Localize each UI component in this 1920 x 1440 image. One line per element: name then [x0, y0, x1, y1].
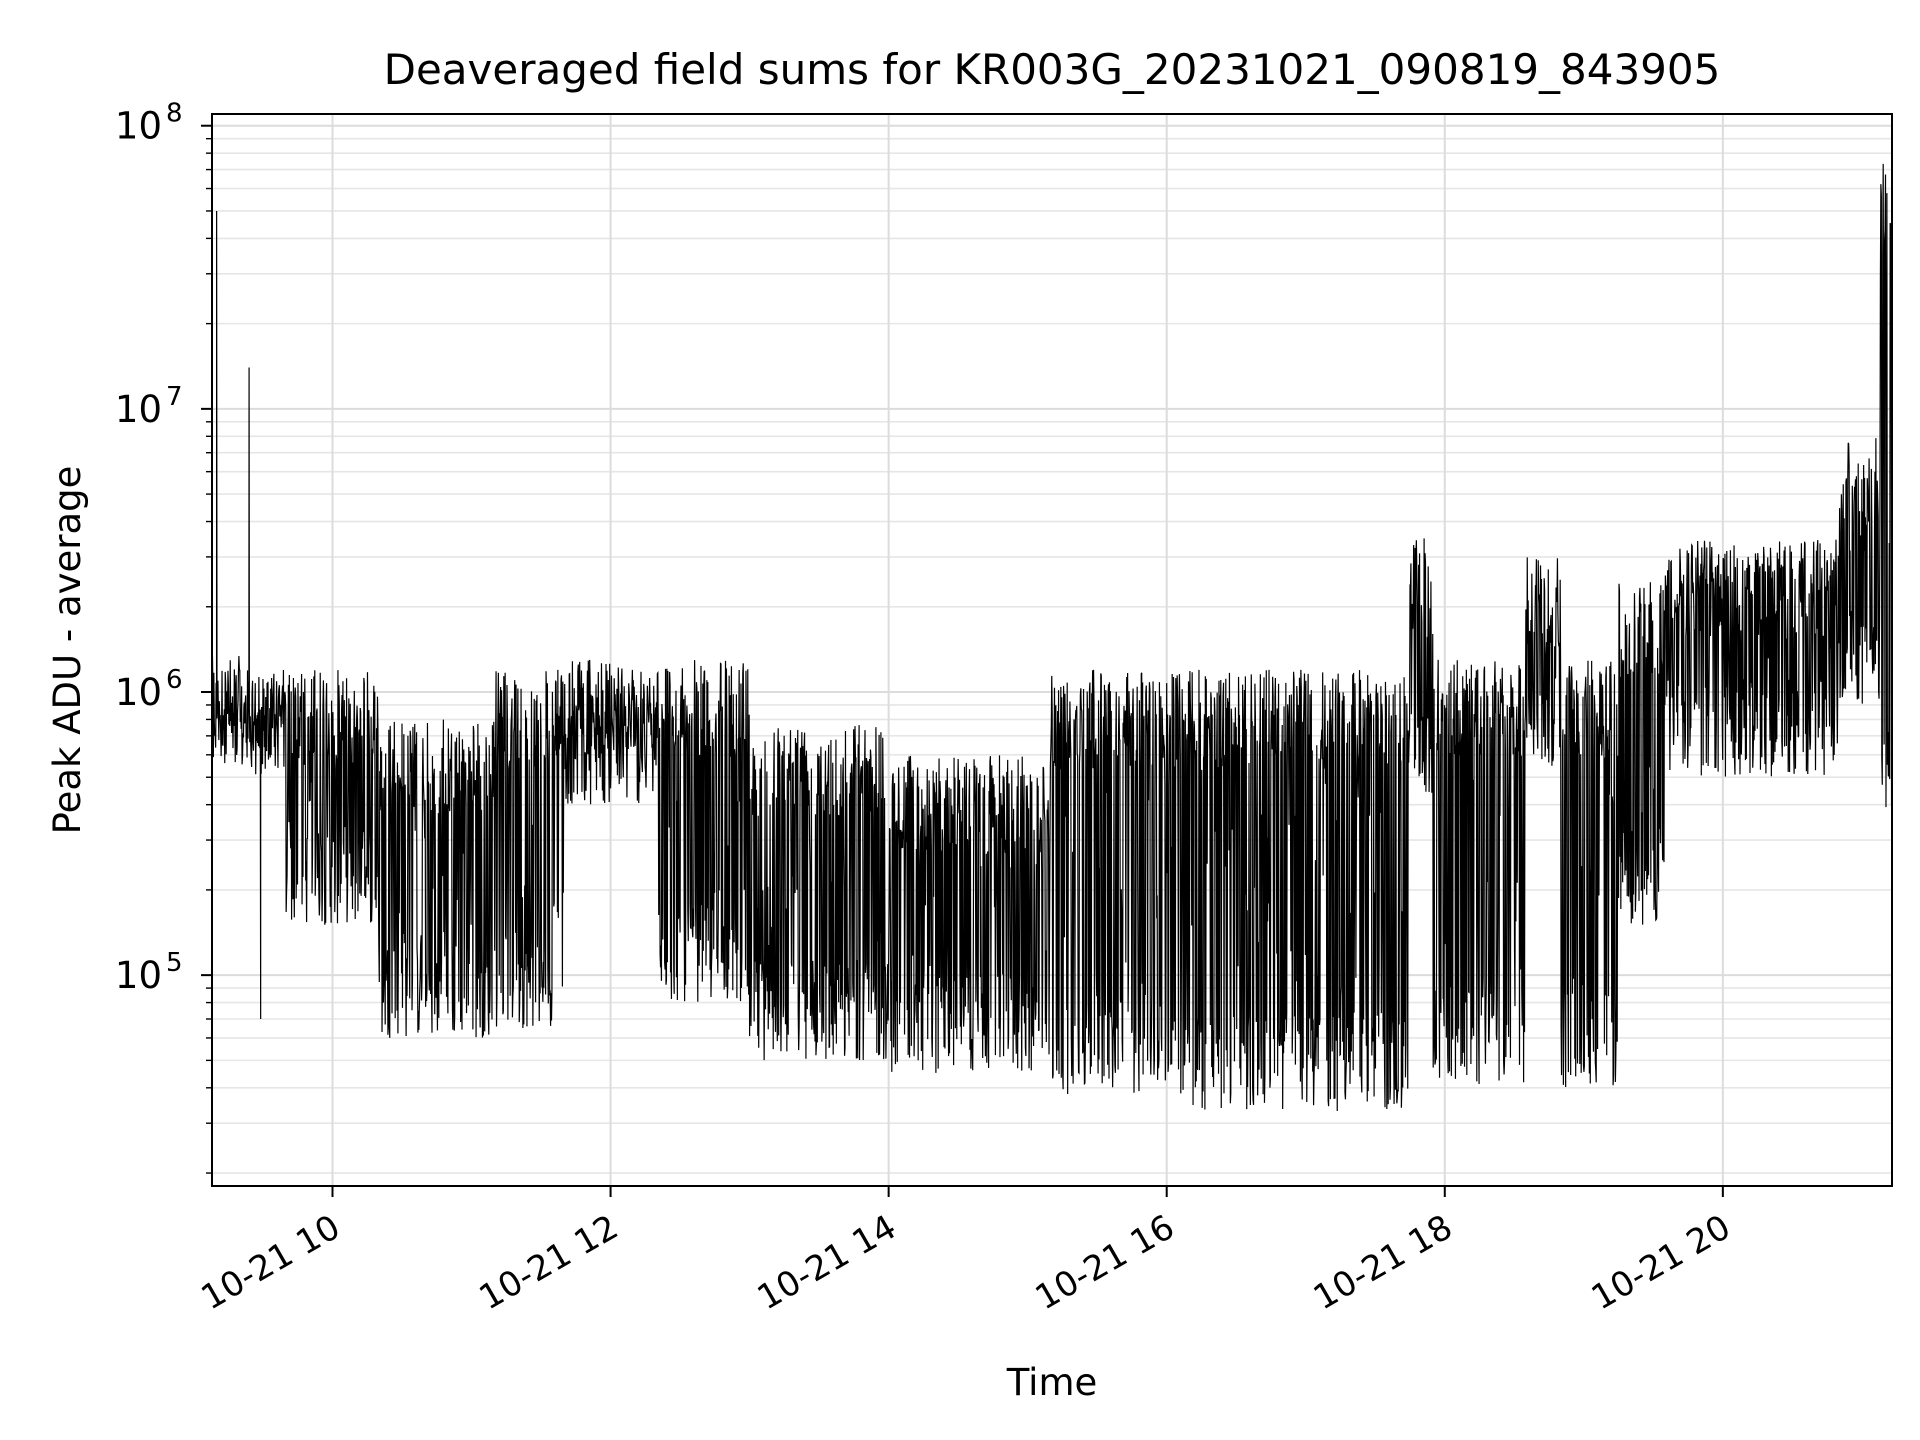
series-line: [212, 163, 1892, 1112]
y-tick-label-exponent: 7: [166, 382, 183, 412]
y-tick-label-exponent: 8: [166, 99, 183, 129]
chart-title: Deaveraged field sums for KR003G_2023102…: [384, 45, 1721, 94]
y-axis-label: Peak ADU - average: [46, 466, 89, 835]
y-tick-label: 10: [115, 671, 162, 714]
y-tick-label-exponent: 5: [166, 948, 183, 978]
x-axis-label: Time: [1006, 1361, 1098, 1404]
y-tick-label: 10: [115, 954, 162, 997]
y-tick-label: 10: [115, 388, 162, 431]
plot-frame: [211, 113, 1893, 1187]
y-tick-label-exponent: 6: [166, 665, 183, 695]
y-tick-label: 10: [115, 105, 162, 148]
